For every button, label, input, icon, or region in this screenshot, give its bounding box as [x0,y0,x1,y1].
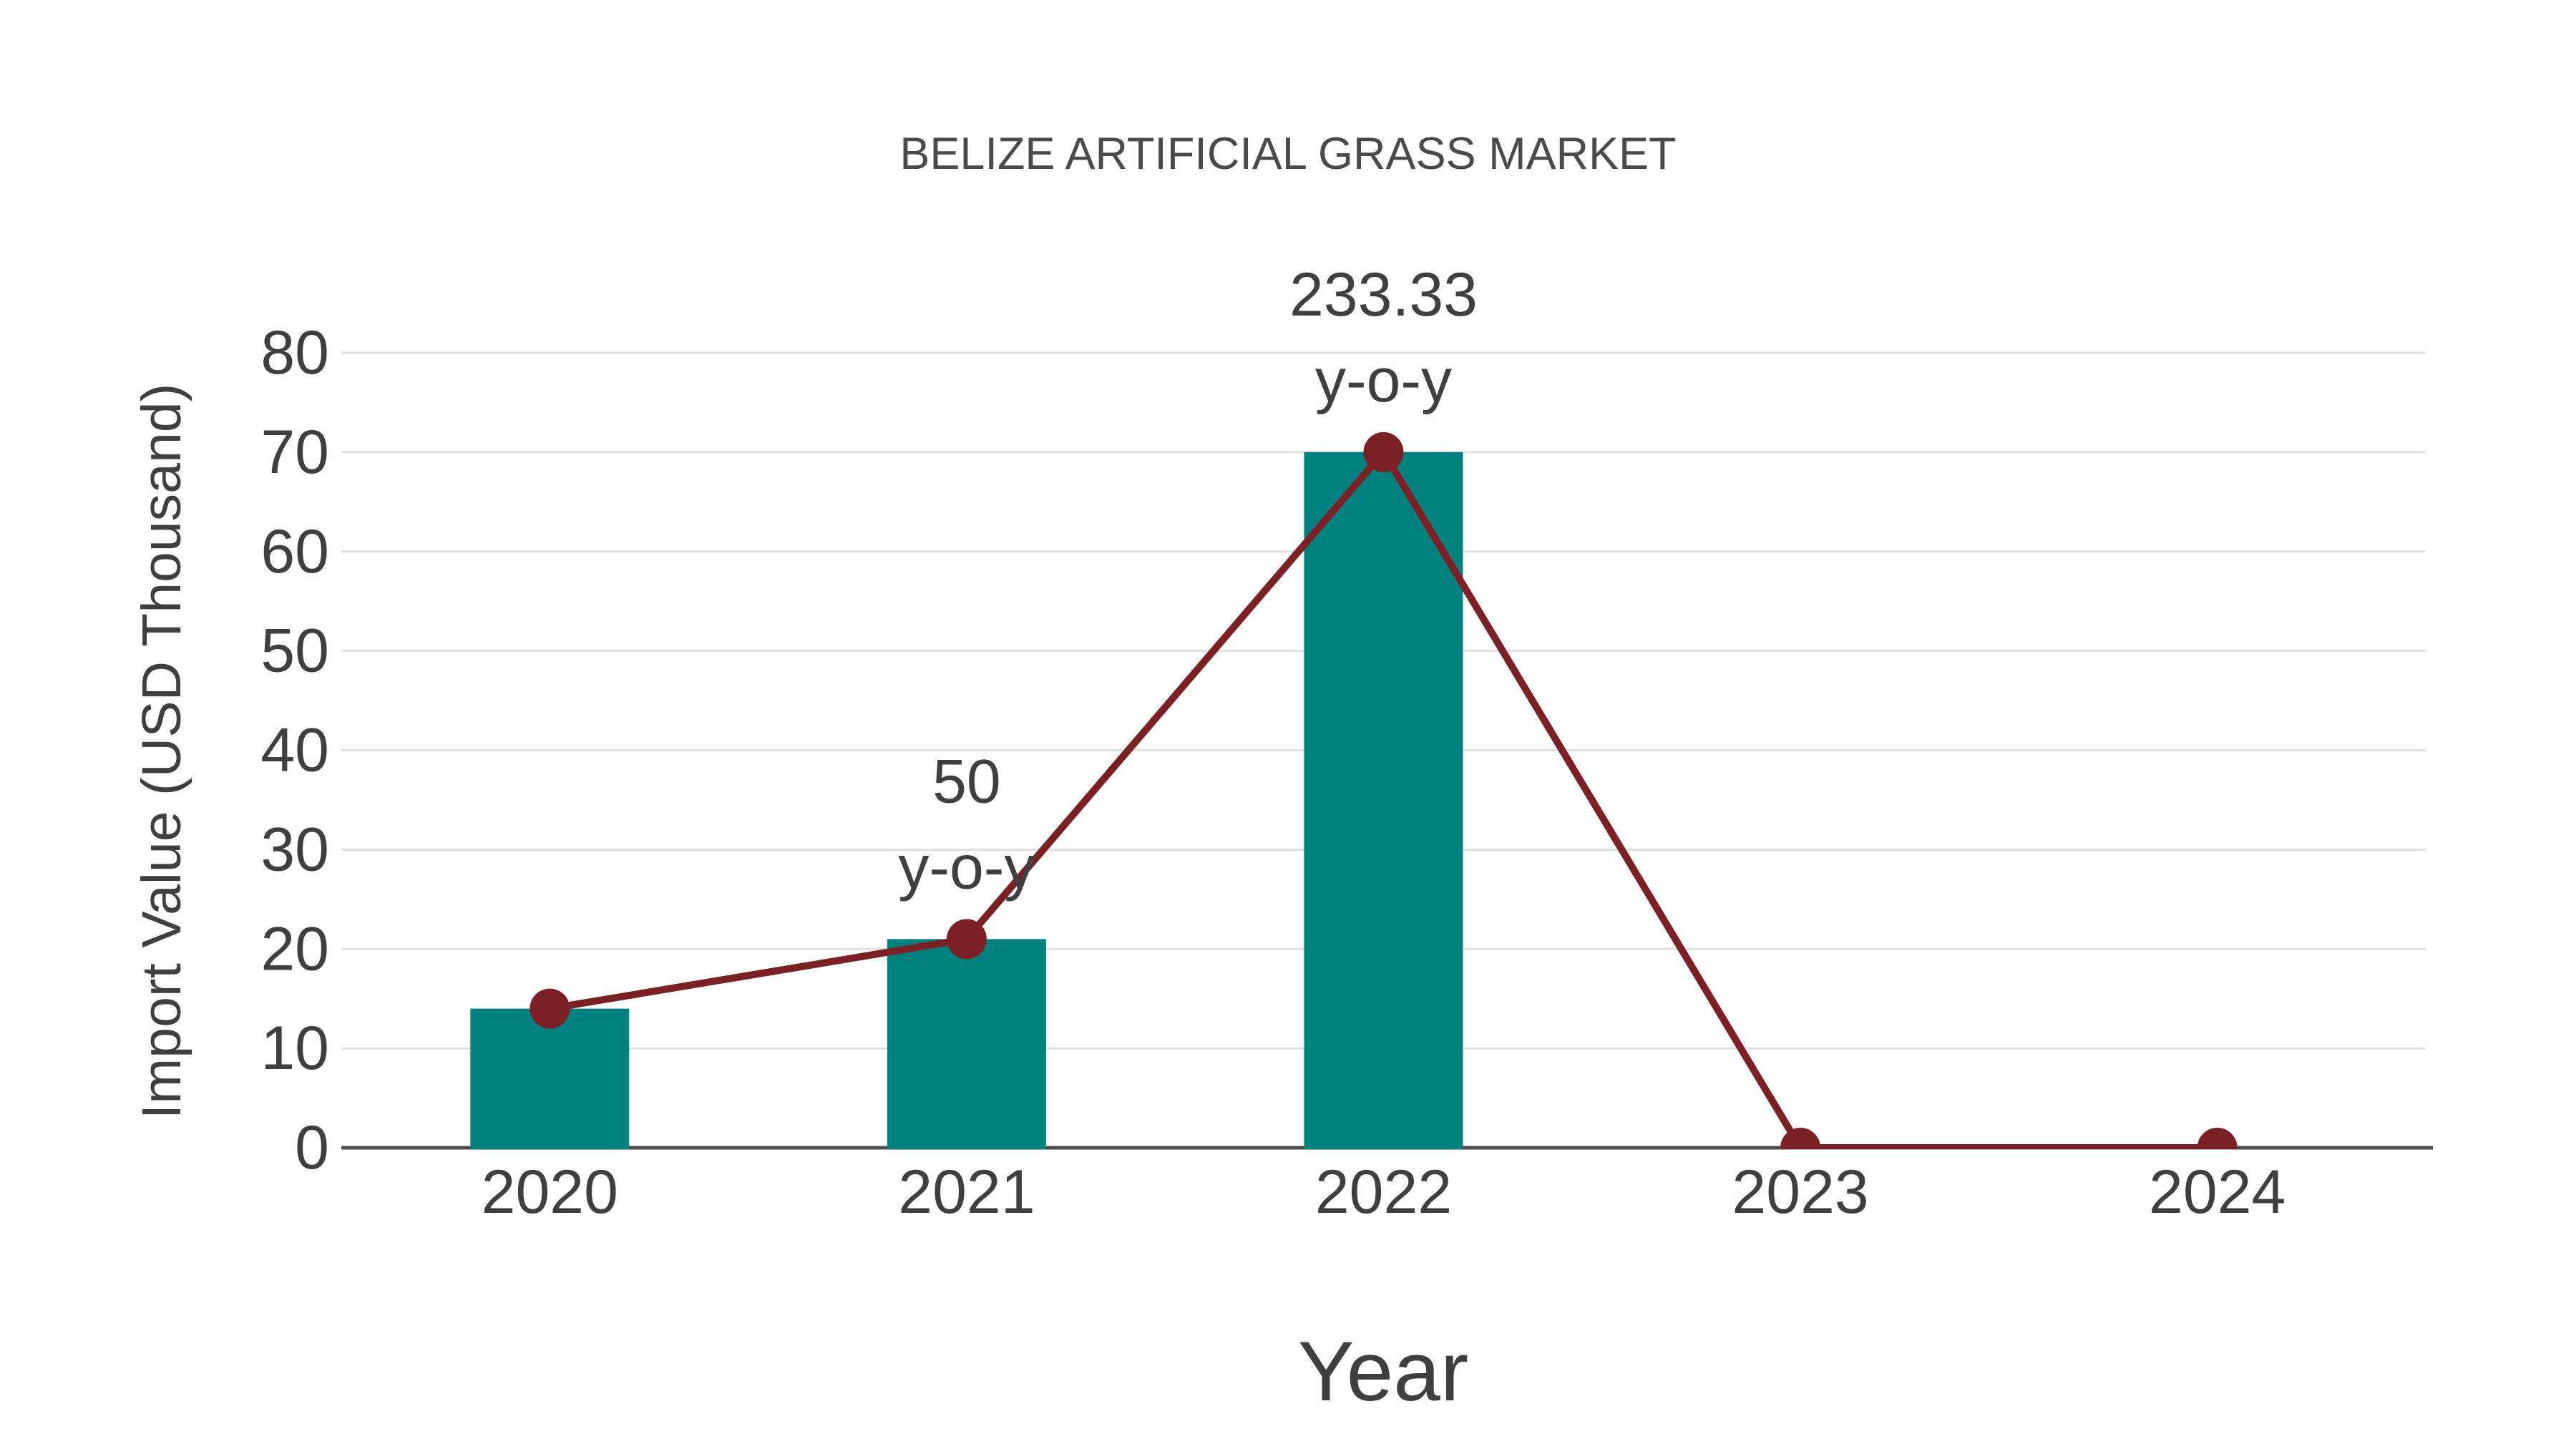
y-tick-label-80: 80 [260,318,329,387]
y-tick-label-50: 50 [260,617,329,686]
y-tick-label-60: 60 [260,517,329,586]
annotation-2021-line1: 50 [932,747,1001,816]
bar-2020 [470,1008,630,1149]
x-tick-label-2021: 2021 [898,1158,1035,1226]
marker-2022 [1363,431,1404,472]
line-series-layer [530,431,2238,1149]
tick-labels-layer: 0 10 20 30 40 50 60 70 80 2020 2021 2022 2023 2024 [260,318,2285,1226]
y-tick-label-70: 70 [260,418,329,487]
annotation-2022-line1: 233.33 [1289,260,1478,329]
x-tick-label-2024: 2024 [2149,1158,2285,1226]
x-tick-label-2023: 2023 [1732,1158,1868,1226]
y-tick-label-0: 0 [295,1113,329,1182]
bar-2022 [1304,452,1463,1149]
marker-2021 [946,919,987,960]
y-axis-title: Import Value (USD Thousand) [131,384,192,1120]
bars-layer [470,452,1463,1149]
bar-2021 [887,939,1046,1149]
y-tick-label-30: 30 [260,815,329,884]
chart-title: BELIZE ARTIFICIAL GRASS MARKET [899,129,1676,179]
annotation-2022-line2: y-o-y [1315,346,1452,415]
y-tick-label-40: 40 [260,716,329,785]
annotation-2021-line2: y-o-y [898,833,1035,902]
y-tick-label-10: 10 [260,1014,329,1083]
marker-2023 [1780,1128,1821,1149]
y-tick-label-20: 20 [260,914,329,983]
marker-2024 [2197,1128,2238,1149]
x-tick-label-2022: 2022 [1315,1158,1452,1226]
annotations-layer: 50 y-o-y 233.33 y-o-y [898,260,1478,902]
x-tick-label-2020: 2020 [482,1158,618,1226]
x-axis-title: Year [1298,1324,1468,1419]
marker-2020 [530,988,570,1029]
